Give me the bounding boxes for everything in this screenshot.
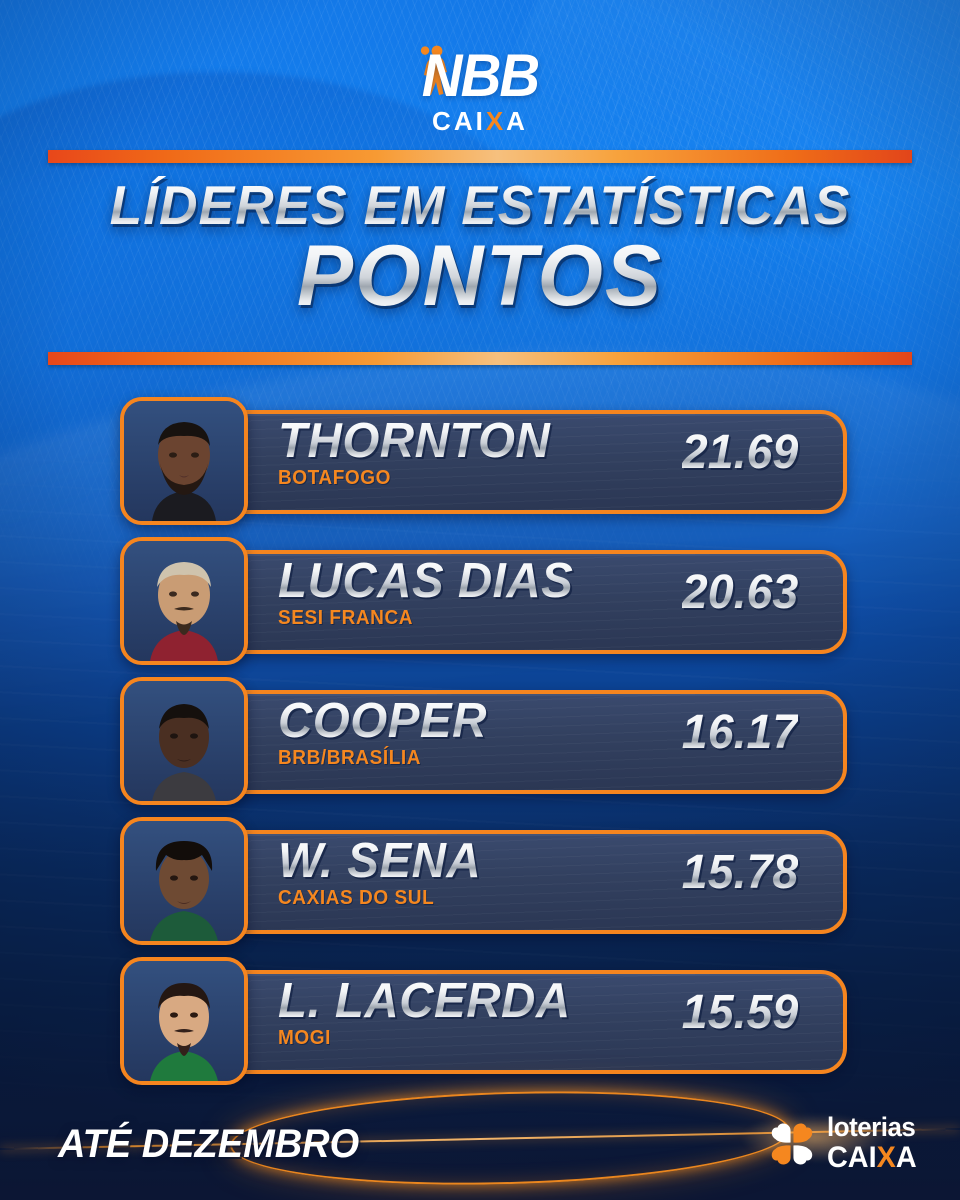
- list-item[interactable]: L. LACERDA MOGI 15.59: [0, 952, 960, 1085]
- nbb-logo-text: NBB: [421, 42, 540, 109]
- player-score: 15.59: [681, 986, 799, 1039]
- period-label: ATÉ DEZEMBRO: [58, 1122, 360, 1166]
- player-headshot-cooper: [124, 681, 244, 801]
- avatar: [120, 957, 248, 1085]
- player-headshot-l-lacerda: [124, 961, 244, 1081]
- leader-bar: [168, 970, 847, 1074]
- player-team: SESI FRANCA: [278, 607, 414, 629]
- player-name: LUCAS DIAS: [278, 554, 574, 608]
- caixa-part-b: A: [506, 106, 528, 136]
- player-name: THORNTON: [278, 414, 551, 468]
- nbb-wordmark: NBB: [418, 42, 542, 109]
- leader-name-block: COOPER BRB/BRASÍLIA: [278, 696, 493, 770]
- player-score: 16.17: [681, 706, 799, 759]
- loterias-caixa-text: loterias CAIXA: [827, 1114, 920, 1173]
- title-line-1: LÍDERES EM ESTATÍSTICAS: [14, 176, 945, 234]
- sponsor-line-2: CAIXA: [827, 1143, 917, 1173]
- sponsor-line-1: loterias: [826, 1112, 916, 1142]
- avatar: [120, 677, 248, 805]
- sponsor-caixa-x: X: [876, 1141, 896, 1174]
- caixa-part-a: CAI: [432, 106, 486, 136]
- player-team: BRB/BRASÍLIA: [278, 747, 422, 769]
- player-name: W. SENA: [278, 834, 482, 888]
- leader-bar: [168, 550, 847, 654]
- loterias-caixa-logo: loterias CAIXA: [767, 1114, 920, 1173]
- leaderboard-list: THORNTON BOTAFOGO 21.69: [0, 392, 960, 1085]
- footer-glow-flare: [740, 1114, 890, 1162]
- player-name: COOPER: [278, 694, 487, 748]
- basketball-player-icon: [420, 45, 447, 95]
- nbb-caixa-text: CAI X A: [432, 106, 528, 137]
- avatar: [120, 397, 248, 525]
- player-team: BOTAFOGO: [278, 467, 391, 489]
- player-team: CAXIAS DO SUL: [278, 887, 435, 909]
- player-score: 21.69: [681, 426, 799, 479]
- leader-bar: [168, 830, 847, 934]
- player-headshot-w-sena: [124, 821, 244, 941]
- leader-name-block: L. LACERDA MOGI: [278, 976, 580, 1050]
- sponsor-caixa-b: A: [895, 1141, 917, 1174]
- player-headshot-thornton: [124, 401, 244, 521]
- page-title: LÍDERES EM ESTATÍSTICAS PONTOS: [0, 176, 960, 320]
- player-team: MOGI: [278, 1027, 331, 1049]
- divider-bottom: [48, 352, 912, 365]
- leader-name-block: LUCAS DIAS SESI FRANCA: [278, 556, 582, 630]
- player-score: 15.78: [681, 846, 799, 899]
- footer: ATÉ DEZEMBRO loterias CAIXA: [0, 1084, 960, 1200]
- player-score: 20.63: [681, 566, 799, 619]
- player-name: L. LACERDA: [278, 974, 571, 1028]
- divider-top: [48, 150, 912, 163]
- leader-name-block: THORNTON BOTAFOGO: [278, 416, 559, 490]
- nbb-logo: NBB CAI X A: [0, 42, 960, 137]
- caixa-part-x: X: [485, 106, 507, 136]
- list-item[interactable]: THORNTON BOTAFOGO 21.69: [0, 392, 960, 532]
- sponsor-caixa-a: CAI: [826, 1141, 877, 1174]
- leader-bar: [168, 410, 847, 514]
- leader-name-block: W. SENA CAXIAS DO SUL: [278, 836, 487, 910]
- avatar: [120, 817, 248, 945]
- list-item[interactable]: W. SENA CAXIAS DO SUL 15.78: [0, 812, 960, 952]
- player-headshot-lucas-dias: [124, 541, 244, 661]
- leader-bar: [168, 690, 847, 794]
- clover-icon: [771, 1123, 812, 1164]
- list-item[interactable]: LUCAS DIAS SESI FRANCA 20.63: [0, 532, 960, 672]
- avatar: [120, 537, 248, 665]
- list-item[interactable]: COOPER BRB/BRASÍLIA 16.17: [0, 672, 960, 812]
- title-line-2: PONTOS: [10, 232, 951, 320]
